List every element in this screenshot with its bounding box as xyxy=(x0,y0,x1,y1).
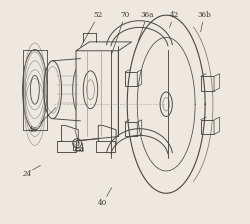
Polygon shape xyxy=(57,141,76,152)
Polygon shape xyxy=(137,70,142,86)
Text: 58: 58 xyxy=(75,130,85,154)
Polygon shape xyxy=(76,46,118,141)
Polygon shape xyxy=(125,122,137,136)
Text: 24: 24 xyxy=(22,170,32,178)
Polygon shape xyxy=(201,76,214,91)
Polygon shape xyxy=(76,42,132,51)
Text: 40: 40 xyxy=(98,188,112,207)
Polygon shape xyxy=(214,117,220,134)
Polygon shape xyxy=(137,120,142,136)
Polygon shape xyxy=(62,125,78,145)
Polygon shape xyxy=(201,120,214,134)
Polygon shape xyxy=(214,74,220,91)
Text: 70: 70 xyxy=(112,11,130,54)
Text: 36a: 36a xyxy=(138,11,154,41)
Text: 42: 42 xyxy=(169,11,178,27)
Polygon shape xyxy=(96,141,115,152)
Polygon shape xyxy=(125,72,137,86)
Text: 36b: 36b xyxy=(197,11,211,32)
Polygon shape xyxy=(98,125,116,145)
Text: 52: 52 xyxy=(80,11,103,47)
Text: 46: 46 xyxy=(29,108,56,134)
